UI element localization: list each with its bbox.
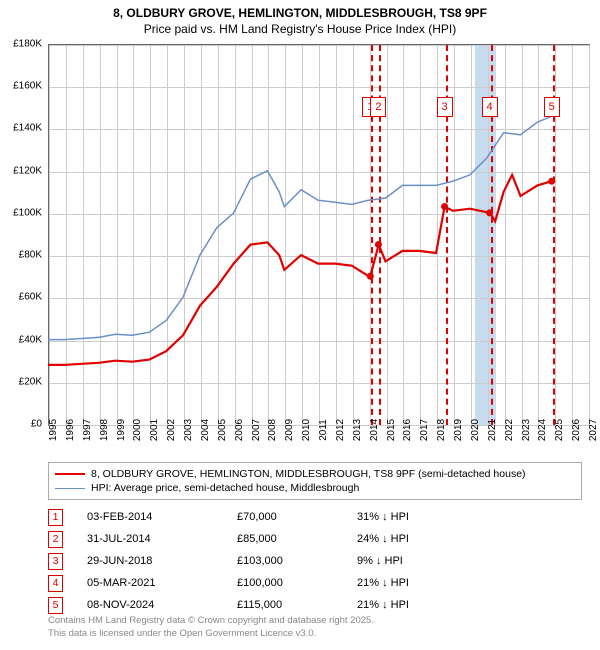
legend-label: 8, OLDBURY GROVE, HEMLINGTON, MIDDLESBRO… bbox=[91, 468, 526, 480]
sale-date: 05-MAR-2021 bbox=[87, 577, 237, 589]
y-axis-label: £40K bbox=[2, 334, 42, 345]
y-axis-label: £180K bbox=[2, 39, 42, 50]
sale-row: 2 31-JUL-2014£85,00024% ↓ HPI bbox=[48, 528, 457, 550]
chart-area: £0£20K£40K£60K£80K£100K£120K£140K£160K£1… bbox=[48, 44, 588, 424]
x-axis-label: 2020 bbox=[470, 419, 481, 441]
y-axis-label: £20K bbox=[2, 376, 42, 387]
x-axis-label: 2000 bbox=[132, 419, 143, 441]
chart-title-line2: Price paid vs. HM Land Registry's House … bbox=[0, 22, 600, 38]
sale-price: £100,000 bbox=[237, 577, 357, 589]
sale-marker-label: 4 bbox=[482, 97, 498, 117]
sale-row: 4 05-MAR-2021£100,00021% ↓ HPI bbox=[48, 572, 457, 594]
x-axis-label: 2022 bbox=[504, 419, 515, 441]
x-axis-label: 2023 bbox=[521, 419, 532, 441]
x-axis-label: 2008 bbox=[267, 419, 278, 441]
sale-row: 1 03-FEB-2014£70,00031% ↓ HPI bbox=[48, 506, 457, 528]
sale-index-box: 2 bbox=[48, 531, 63, 548]
sale-diff: 21% ↓ HPI bbox=[357, 577, 457, 589]
y-axis-label: £120K bbox=[2, 165, 42, 176]
x-axis-label: 2021 bbox=[487, 419, 498, 441]
y-axis-label: £160K bbox=[2, 81, 42, 92]
x-axis-label: 1995 bbox=[48, 419, 59, 441]
legend-item: 8, OLDBURY GROVE, HEMLINGTON, MIDDLESBRO… bbox=[55, 467, 575, 481]
x-axis-label: 2013 bbox=[352, 419, 363, 441]
sale-date: 08-NOV-2024 bbox=[87, 599, 237, 611]
series-hpi bbox=[48, 116, 553, 340]
x-axis-label: 2009 bbox=[284, 419, 295, 441]
x-axis-label: 2010 bbox=[301, 419, 312, 441]
sale-marker-label: 5 bbox=[544, 97, 560, 117]
y-axis-label: £80K bbox=[2, 250, 42, 261]
footer-line2: This data is licensed under the Open Gov… bbox=[48, 628, 374, 640]
x-axis-label: 1999 bbox=[116, 419, 127, 441]
legend-swatch bbox=[55, 473, 85, 475]
gridline-v bbox=[589, 45, 590, 425]
sales-table: 1 03-FEB-2014£70,00031% ↓ HPI 2 31-JUL-2014… bbox=[48, 506, 457, 616]
x-axis-label: 2024 bbox=[537, 419, 548, 441]
sale-index-box: 4 bbox=[48, 575, 63, 592]
sale-row: 3 29-JUN-2018£103,0009% ↓ HPI bbox=[48, 550, 457, 572]
sale-price: £115,000 bbox=[237, 599, 357, 611]
sale-point bbox=[375, 241, 382, 248]
sale-index-box: 3 bbox=[48, 553, 63, 570]
legend-label: HPI: Average price, semi-detached house,… bbox=[91, 482, 359, 494]
y-axis-label: £0 bbox=[2, 419, 42, 430]
sale-date: 03-FEB-2014 bbox=[87, 511, 237, 523]
sale-diff: 31% ↓ HPI bbox=[357, 511, 457, 523]
sale-point bbox=[367, 273, 374, 280]
x-axis-label: 2026 bbox=[571, 419, 582, 441]
sale-point bbox=[441, 203, 448, 210]
sale-price: £70,000 bbox=[237, 511, 357, 523]
sale-point bbox=[486, 209, 493, 216]
x-axis-label: 2017 bbox=[419, 419, 430, 441]
sale-point bbox=[548, 178, 555, 185]
legend: 8, OLDBURY GROVE, HEMLINGTON, MIDDLESBRO… bbox=[48, 462, 582, 500]
x-axis-label: 2006 bbox=[234, 419, 245, 441]
y-axis-label: £100K bbox=[2, 207, 42, 218]
x-axis-label: 2025 bbox=[554, 419, 565, 441]
x-axis-label: 2012 bbox=[335, 419, 346, 441]
x-axis-label: 2019 bbox=[453, 419, 464, 441]
sale-marker-label: 3 bbox=[437, 97, 453, 117]
x-axis-label: 1997 bbox=[82, 419, 93, 441]
sale-index-box: 1 bbox=[48, 509, 63, 526]
sale-date: 29-JUN-2018 bbox=[87, 555, 237, 567]
sale-diff: 9% ↓ HPI bbox=[357, 555, 457, 567]
x-axis-label: 2001 bbox=[149, 419, 160, 441]
x-axis-label: 2003 bbox=[183, 419, 194, 441]
legend-swatch bbox=[55, 488, 85, 489]
x-axis-label: 2016 bbox=[402, 419, 413, 441]
sale-price: £85,000 bbox=[237, 533, 357, 545]
footer-line1: Contains HM Land Registry data © Crown c… bbox=[48, 615, 374, 627]
legend-item: HPI: Average price, semi-detached house,… bbox=[55, 481, 575, 495]
x-axis-label: 2007 bbox=[251, 419, 262, 441]
footer: Contains HM Land Registry data © Crown c… bbox=[48, 615, 374, 640]
x-axis-label: 2015 bbox=[386, 419, 397, 441]
series-price_paid bbox=[48, 175, 552, 365]
x-axis-label: 2027 bbox=[588, 419, 599, 441]
sale-row: 5 08-NOV-2024£115,00021% ↓ HPI bbox=[48, 594, 457, 616]
sale-date: 31-JUL-2014 bbox=[87, 533, 237, 545]
line-series-svg bbox=[48, 44, 588, 424]
y-axis-label: £140K bbox=[2, 123, 42, 134]
sale-price: £103,000 bbox=[237, 555, 357, 567]
sale-diff: 21% ↓ HPI bbox=[357, 599, 457, 611]
sale-diff: 24% ↓ HPI bbox=[357, 533, 457, 545]
sale-marker-label: 2 bbox=[370, 97, 386, 117]
x-axis-label: 2005 bbox=[217, 419, 228, 441]
x-axis-label: 1996 bbox=[65, 419, 76, 441]
x-axis-label: 2004 bbox=[200, 419, 211, 441]
x-axis-label: 2018 bbox=[436, 419, 447, 441]
y-axis-label: £60K bbox=[2, 292, 42, 303]
chart-title-line1: 8, OLDBURY GROVE, HEMLINGTON, MIDDLESBRO… bbox=[0, 0, 600, 22]
sale-index-box: 5 bbox=[48, 597, 63, 614]
x-axis-label: 1998 bbox=[99, 419, 110, 441]
x-axis-label: 2014 bbox=[369, 419, 380, 441]
x-axis-label: 2011 bbox=[318, 419, 329, 441]
x-axis-label: 2002 bbox=[166, 419, 177, 441]
